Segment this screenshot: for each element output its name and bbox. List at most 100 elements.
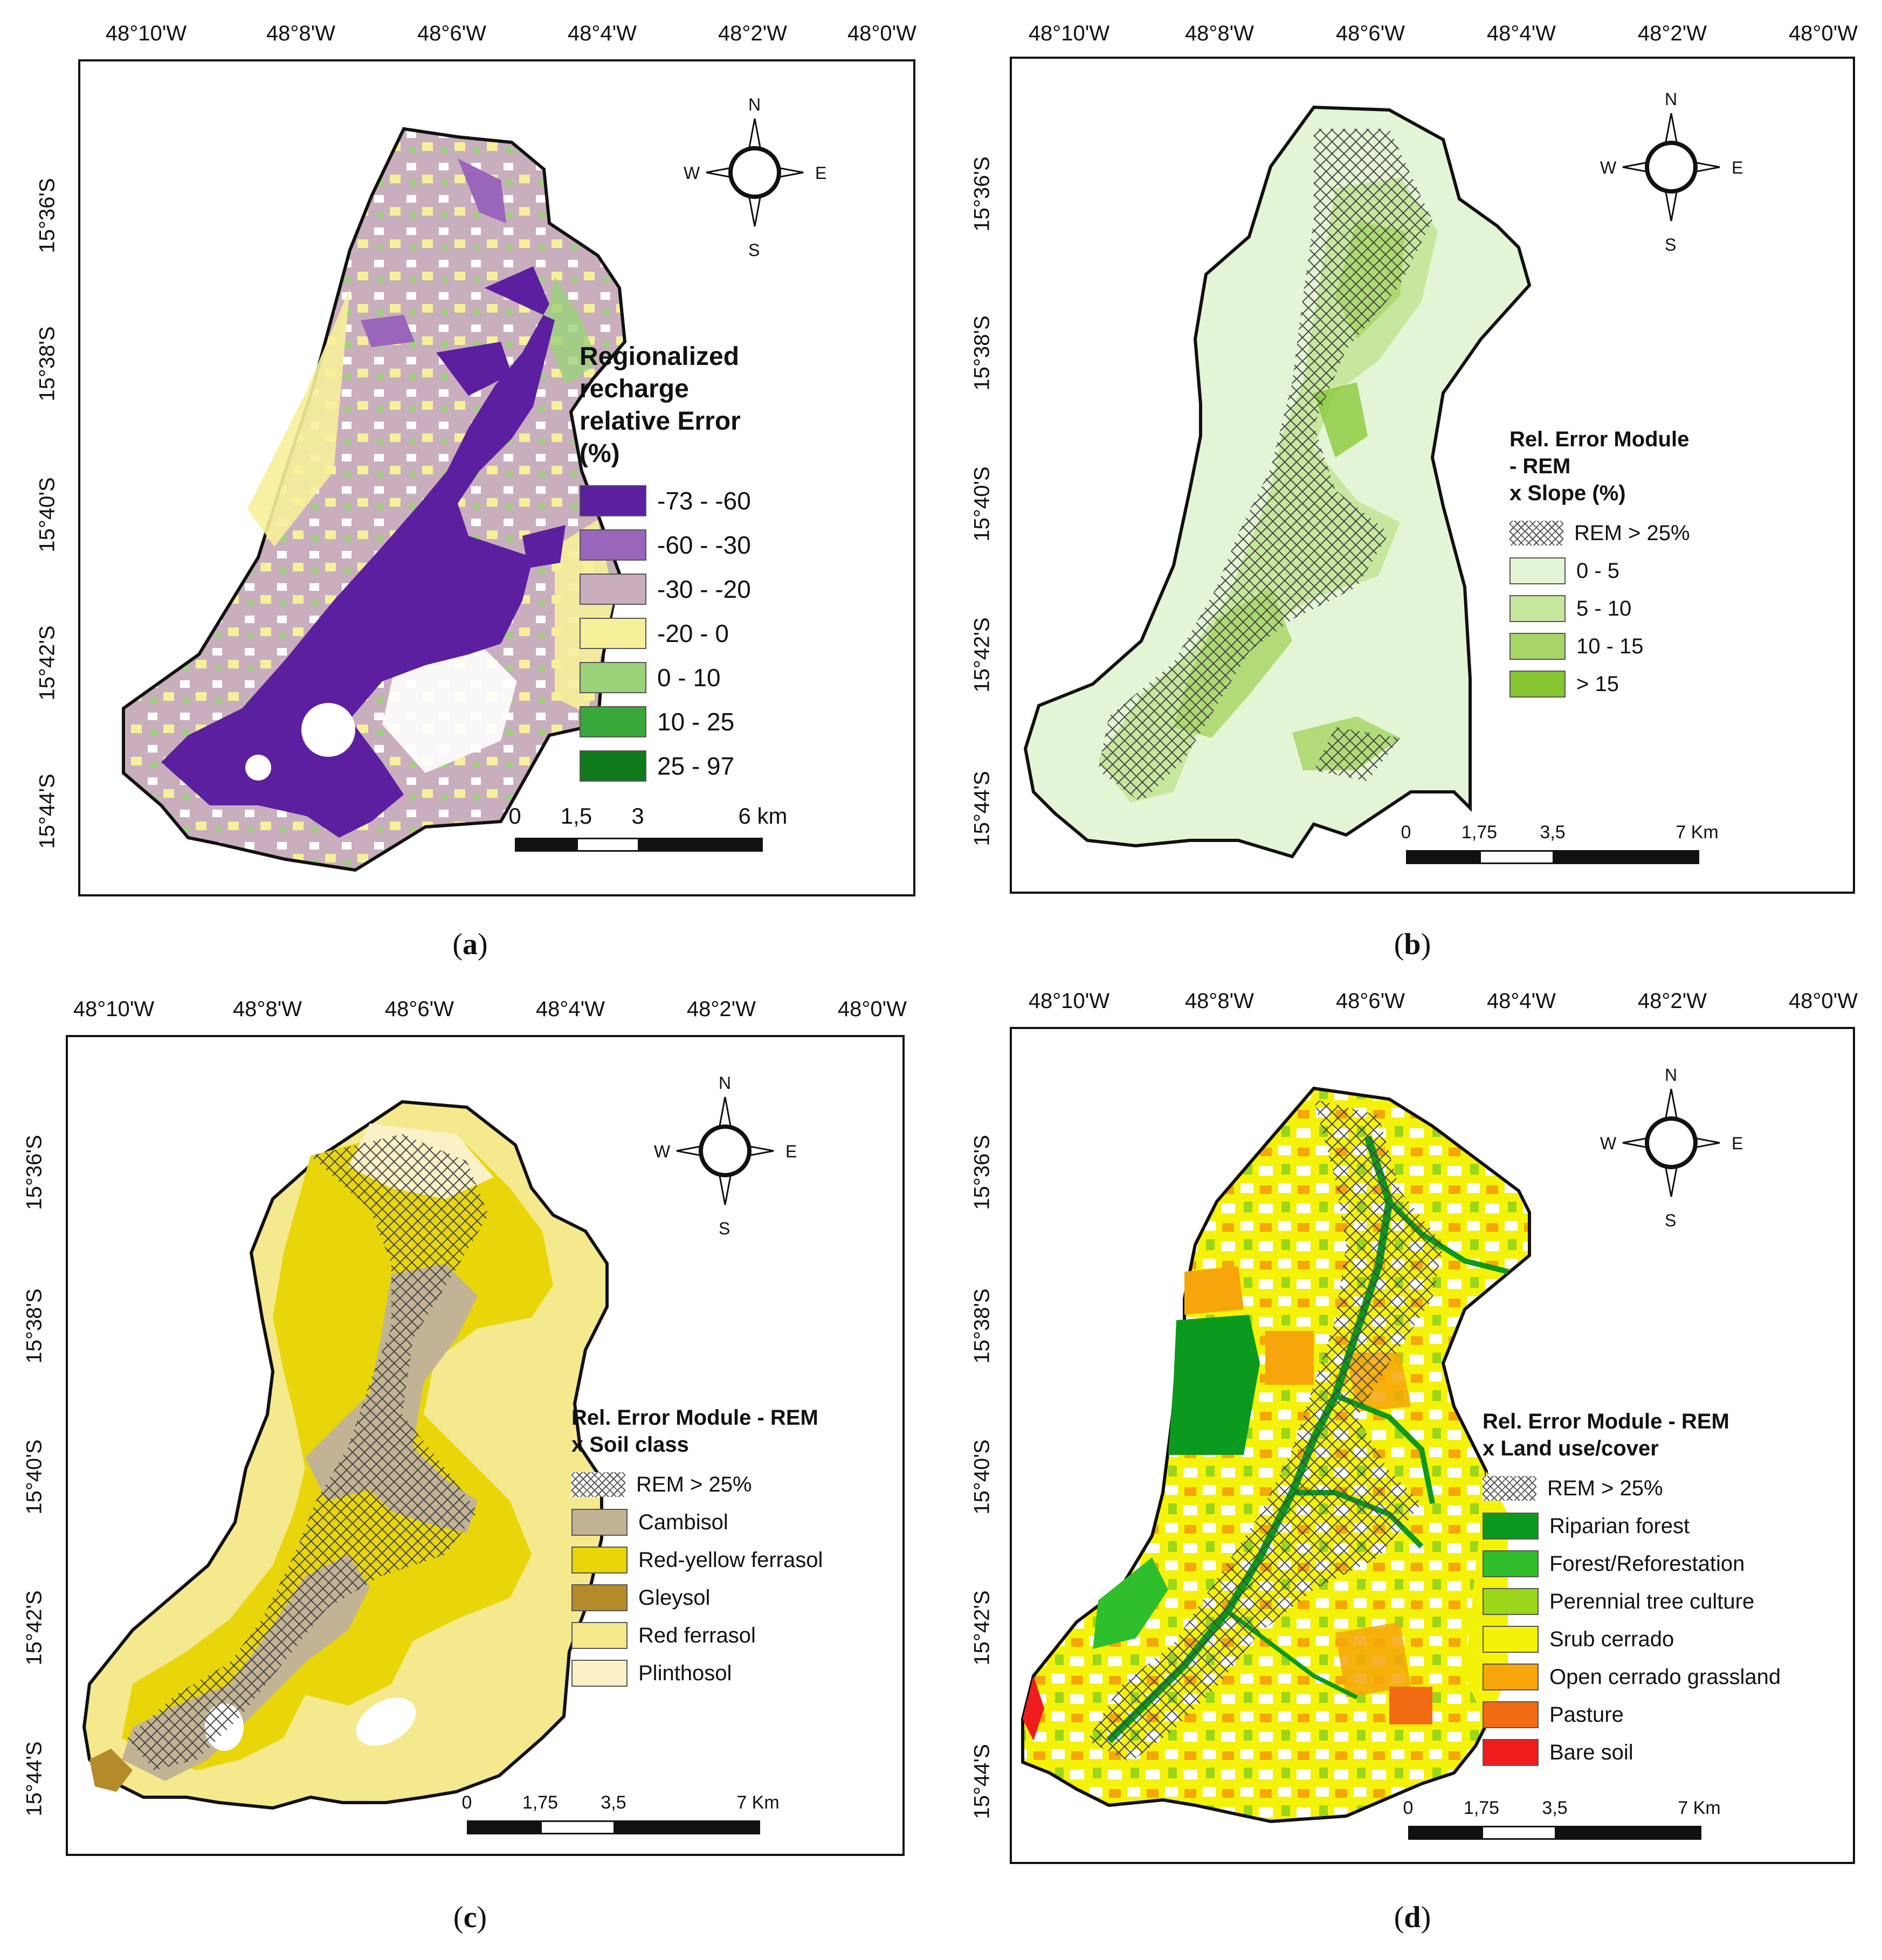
legend-a: Regionalized recharge relative Error (%)…: [580, 341, 751, 788]
legend-label: REM > 25%: [1574, 521, 1690, 545]
legend-item: Plinthosol: [571, 1654, 823, 1692]
legend-swatch: [1483, 1550, 1539, 1577]
legend-label: Gleysol: [638, 1585, 711, 1610]
legend-label: Red-yellow ferrasol: [638, 1548, 823, 1572]
lat-label: 15°44'S: [970, 1744, 994, 1819]
lat-label: 15°40'S: [970, 466, 994, 542]
compass-a: N S W E: [684, 95, 826, 260]
lon-label: 48°6'W: [384, 997, 454, 1021]
lat-label: 15°42'S: [970, 617, 994, 693]
lon-label: 48°4'W: [1486, 22, 1556, 45]
legend-item: Open cerrado grassland: [1483, 1658, 1781, 1696]
panel-label-a: (a): [452, 928, 488, 961]
compass-b: N S W E: [1600, 89, 1743, 254]
legend-label: Plinthosol: [638, 1661, 732, 1685]
scale-label: 0: [508, 803, 521, 829]
lon-label: 48°6'W: [1335, 22, 1405, 45]
legend-label: Red ferrasol: [638, 1623, 756, 1647]
legend-title: x Slope (%): [1509, 481, 1626, 505]
compass-rose-icon: [706, 118, 804, 227]
legend-item: Perennial tree culture: [1483, 1583, 1781, 1620]
lat-label: 15°42'S: [22, 1590, 46, 1666]
lat-label: 15°38'S: [22, 1288, 46, 1364]
legend-label: -30 - -20: [657, 575, 751, 603]
legend-label: Cambisol: [638, 1510, 728, 1534]
legend-c: Rel. Error Module - REM x Soil class REM…: [571, 1404, 823, 1692]
legend-item: 5 - 10: [1509, 590, 1690, 627]
lon-label: 48°10'W: [73, 997, 155, 1021]
lat-label: 15°38'S: [35, 326, 59, 402]
scale-label: 1,75: [1461, 822, 1498, 843]
legend-label: Forest/Reforestation: [1549, 1551, 1745, 1576]
legend-label: 0 - 5: [1576, 558, 1620, 583]
legend-label: Pasture: [1549, 1702, 1624, 1727]
lat-label: 15°40'S: [35, 477, 59, 553]
compass-w: W: [1600, 1134, 1617, 1153]
legend-label: Perennial tree culture: [1549, 1589, 1755, 1613]
lon-label: 48°8'W: [1184, 989, 1254, 1013]
legend-item: 0 - 10: [580, 655, 751, 700]
compass-w: W: [684, 163, 700, 183]
legend-label: -60 - -30: [657, 531, 751, 559]
legend-swatch: [1483, 1476, 1536, 1501]
lat-label: 15°42'S: [970, 1590, 994, 1666]
compass-n: N: [748, 95, 761, 114]
scale-label: 1,5: [560, 803, 592, 829]
lon-label: 48°8'W: [266, 22, 336, 45]
legend-item: Srub cerrado: [1483, 1620, 1781, 1658]
legend-swatch: [580, 618, 646, 649]
legend-label: Srub cerrado: [1549, 1627, 1674, 1651]
legend-item: Pasture: [1483, 1696, 1781, 1734]
lat-label: 15°40'S: [970, 1439, 994, 1515]
map-frame-c: [66, 1035, 905, 1856]
legend-swatch: [1483, 1513, 1539, 1540]
legend-swatch: [1509, 557, 1566, 584]
scale-label: 1,75: [1463, 1798, 1500, 1818]
lat-label: 15°36'S: [970, 1135, 994, 1210]
legend-b: Rel. Error Module - REM x Slope (%) REM …: [1509, 426, 1690, 703]
legend-swatch: [580, 529, 646, 561]
legend-label: 10 - 25: [657, 708, 735, 736]
lat-label: 15°38'S: [970, 315, 994, 391]
compass-d: N S W E: [1600, 1065, 1743, 1230]
compass-e: E: [815, 163, 827, 183]
legend-item: 25 - 97: [580, 744, 751, 788]
legend-swatch: [1509, 595, 1566, 622]
legend-item: -73 - -60: [580, 479, 751, 523]
compass-n: N: [1665, 1065, 1678, 1085]
legend-item: -30 - -20: [580, 567, 751, 611]
lat-label: 15°42'S: [35, 625, 59, 701]
lon-label: 48°0'W: [837, 997, 907, 1021]
compass-e: E: [785, 1142, 797, 1161]
legend-item: > 15: [1509, 665, 1690, 703]
lon-label: 48°4'W: [1486, 989, 1556, 1013]
legend-label: Riparian forest: [1549, 1514, 1690, 1538]
compass-n: N: [719, 1073, 732, 1093]
legend-label: Open cerrado grassland: [1549, 1665, 1781, 1689]
compass-e: E: [1732, 158, 1743, 177]
lon-label: 48°0'W: [1788, 22, 1858, 45]
map-frame-d: [1010, 1027, 1855, 1864]
legend-item: -60 - -30: [580, 523, 751, 567]
legend-swatch: [571, 1622, 628, 1649]
scale-label: 3,5: [1542, 1798, 1568, 1818]
compass-n: N: [1665, 89, 1678, 109]
legend-item: 10 - 15: [1509, 627, 1690, 665]
compass-s: S: [1665, 235, 1677, 254]
compass-s: S: [748, 240, 760, 260]
lon-label: 48°2'W: [718, 22, 788, 45]
legend-label: > 15: [1576, 672, 1619, 696]
compass-rose-icon: [1622, 1088, 1720, 1197]
scale-label: 0: [1403, 1798, 1414, 1818]
legend-item: REM > 25%: [571, 1466, 823, 1503]
legend-item: Riparian forest: [1483, 1507, 1781, 1545]
legend-label: 5 - 10: [1576, 596, 1632, 620]
compass-w: W: [654, 1142, 671, 1161]
lat-label: 15°36'S: [970, 156, 994, 232]
compass-s: S: [719, 1219, 730, 1238]
legend-swatch: [571, 1584, 628, 1611]
lon-label: 48°2'W: [686, 997, 756, 1021]
lat-label: 15°36'S: [22, 1135, 46, 1210]
compass-rose-icon: [1622, 113, 1720, 222]
basin-d: [1021, 1086, 1531, 1824]
